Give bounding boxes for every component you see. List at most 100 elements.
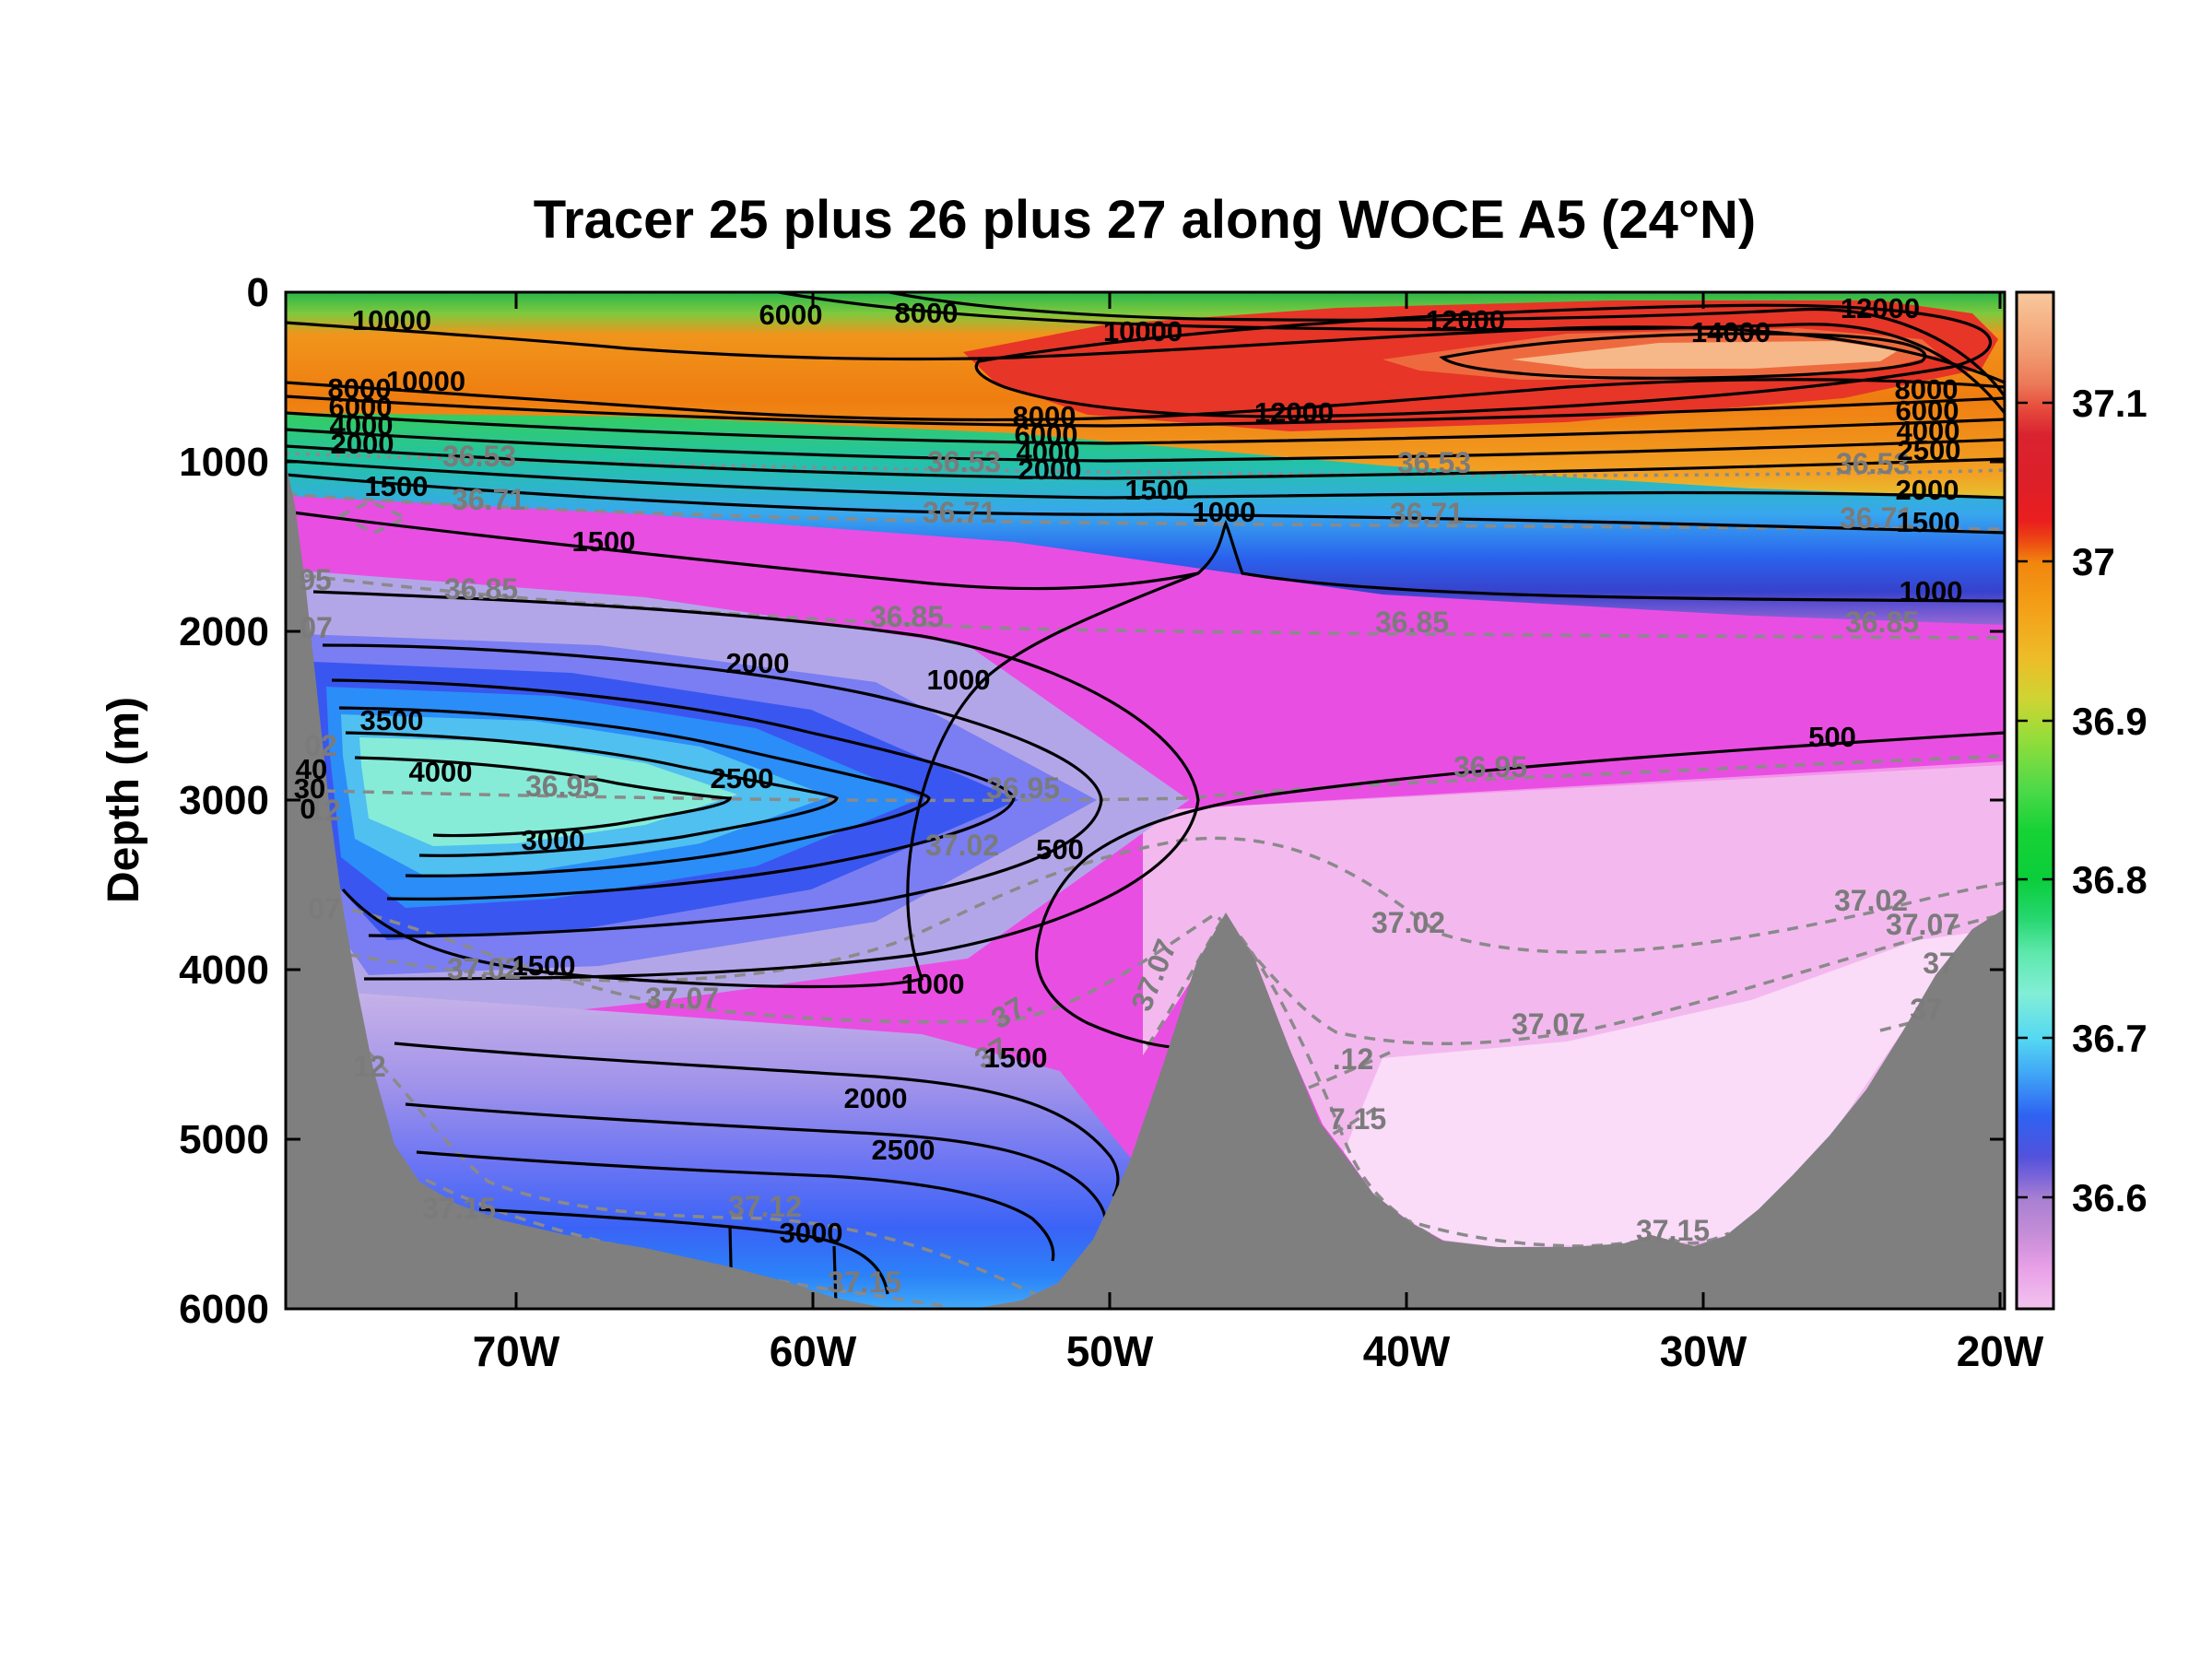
contour-label: 1500 xyxy=(512,949,576,982)
contour-line-d3000v2 xyxy=(832,1245,838,1306)
colorbar-tick-label: 36.9 xyxy=(2072,700,2147,743)
contour-line-8000b xyxy=(286,394,2005,428)
isopycnal-label: 12 xyxy=(353,1050,386,1083)
contour-label: 1000 xyxy=(1193,496,1256,528)
contour-label: 2000 xyxy=(331,428,394,460)
contour-label: 3000 xyxy=(522,824,585,856)
contour-label: 2000 xyxy=(1018,453,1082,486)
isopycnal-label: 07 xyxy=(308,892,341,925)
contour-label: 14000 xyxy=(1691,316,1771,348)
isopycnal-label: 36.85 xyxy=(1845,606,1919,639)
contour-label: 10000 xyxy=(1103,315,1182,347)
contour-line-d3000 xyxy=(478,1207,889,1295)
isopycnal-label: 36.71 xyxy=(452,483,525,516)
isopycnal-line-37.12r xyxy=(1308,1049,1394,1089)
contour-label: 3500 xyxy=(360,704,424,736)
isopycnal-line-37.15f xyxy=(1400,1217,1730,1248)
x-tick-label: 60W xyxy=(770,1327,857,1375)
contour-label: 10000 xyxy=(386,365,465,397)
contour-label: 2000 xyxy=(1896,474,1959,506)
contour-line-8000 xyxy=(888,292,2005,397)
contour-line-1000w xyxy=(341,571,1199,989)
isopycnal-label: 37.15 xyxy=(422,1192,496,1225)
isopycnal-label: 37.15 xyxy=(1636,1214,1710,1247)
contour-label: 12000 xyxy=(1841,292,1920,324)
contour-label: 500 xyxy=(1808,721,1856,753)
contour-line-12000 xyxy=(974,303,1992,418)
isopycnal-label: 37.02 xyxy=(447,952,521,985)
contour-label: 3000 xyxy=(780,1217,843,1249)
y-tick-label: 2000 xyxy=(179,609,269,654)
isopycnal-label: 37 xyxy=(1910,993,1943,1026)
x-tick-label: 70W xyxy=(473,1327,560,1375)
isopycnal-line-36.95 xyxy=(324,754,2005,803)
bathymetry-mask xyxy=(286,463,2005,1309)
contour-line-t2000 xyxy=(322,643,1103,937)
contour-line-14000 xyxy=(1439,332,1927,380)
isopycnal-label: 36.53 xyxy=(1397,446,1471,479)
bathymetry xyxy=(286,463,2005,1309)
isopycnal-label: 7.15 xyxy=(1329,1102,1386,1136)
isopycnal-label: 36.85 xyxy=(1375,606,1449,639)
chart-title: Tracer 25 plus 26 plus 27 along WOCE A5 … xyxy=(534,190,1756,250)
isopycnal-label: 36.71 xyxy=(923,496,996,529)
isopycnal-label: 37.07 xyxy=(1886,908,1959,941)
contour-line-t3500 xyxy=(345,731,839,857)
contour-label: 1000 xyxy=(927,664,991,696)
contour-label: 500 xyxy=(1036,833,1084,865)
colorbar-tick-label: 37 xyxy=(2072,540,2115,583)
isopycnal-label: 37.02 xyxy=(925,829,999,862)
isopycnal-label: .12 xyxy=(1333,1042,1373,1076)
contour-line-1500 xyxy=(286,473,2005,535)
isopycnal-line-36.53 xyxy=(286,452,2005,477)
contour-label: 40 xyxy=(296,753,327,785)
isopycnal-label: 36.53 xyxy=(927,445,1001,478)
fill-region-red-core-peach xyxy=(1512,341,1899,369)
contour-label: 6000 xyxy=(1896,394,1959,427)
isopycnal-label: 37 xyxy=(1923,947,1956,980)
contour-label: 6000 xyxy=(329,391,393,423)
x-tick-label: 20W xyxy=(1957,1327,2044,1375)
isopycnal-label: 37.07 xyxy=(645,982,719,1015)
contour-label: 2000 xyxy=(844,1082,908,1114)
isopycnal-line-36.85 xyxy=(286,571,2005,640)
isopycnal-label: 37.15 xyxy=(828,1266,901,1299)
contour-label: 8000 xyxy=(1895,373,1959,406)
contour-label: 1500 xyxy=(984,1042,1048,1074)
contour-line-1000 xyxy=(286,510,2005,603)
contour-label: 1000 xyxy=(1900,575,1963,607)
contour-label: 2500 xyxy=(872,1134,935,1166)
isopycnal-label: 37.12 xyxy=(728,1190,802,1223)
contour-label: 0 xyxy=(300,793,315,825)
contour-line-4000b xyxy=(286,428,2005,463)
isopycnal-label: 36.95 xyxy=(986,771,1060,805)
contour-line-2500b xyxy=(286,444,2005,480)
isopycnal-label: 36.71 xyxy=(1840,501,1913,535)
colorbar: 37.1 37 36.9 36.8 36.7 36.6 xyxy=(2015,290,2147,1311)
contour-line-d2500 xyxy=(416,1150,1055,1262)
contour-line-t4000 xyxy=(354,756,733,838)
contour-label: 8000 xyxy=(895,297,959,329)
contour-line-6000b xyxy=(286,411,2005,445)
contour-label: 4000 xyxy=(1017,436,1080,468)
contour-label: 4000 xyxy=(330,409,394,441)
contour-line-t2500 xyxy=(331,678,1016,901)
isopycnal-label: 95 xyxy=(299,563,332,596)
y-tick-label: 3000 xyxy=(179,778,269,823)
isopycnal-label: 36.95 xyxy=(1453,750,1527,783)
y-tick-label: 4000 xyxy=(179,948,269,993)
fill-region-right-palest xyxy=(1344,933,1972,1247)
contour-label: 2500 xyxy=(1898,434,1961,466)
x-tick-label: 40W xyxy=(1363,1327,1451,1375)
contour-line-2000 xyxy=(286,459,2005,500)
contour-label: 1500 xyxy=(572,525,636,558)
colorbar-tick-label: 36.7 xyxy=(2072,1017,2147,1060)
y-tick-label: 1000 xyxy=(179,440,269,485)
isopycnal-line-36.71 xyxy=(286,492,2005,531)
contour-label: 1500 xyxy=(1897,506,1960,538)
contour-line-d2000 xyxy=(405,1102,1108,1231)
isopycnal-label: 36.85 xyxy=(444,572,518,606)
isopycnal-label: 36.85 xyxy=(870,600,944,633)
